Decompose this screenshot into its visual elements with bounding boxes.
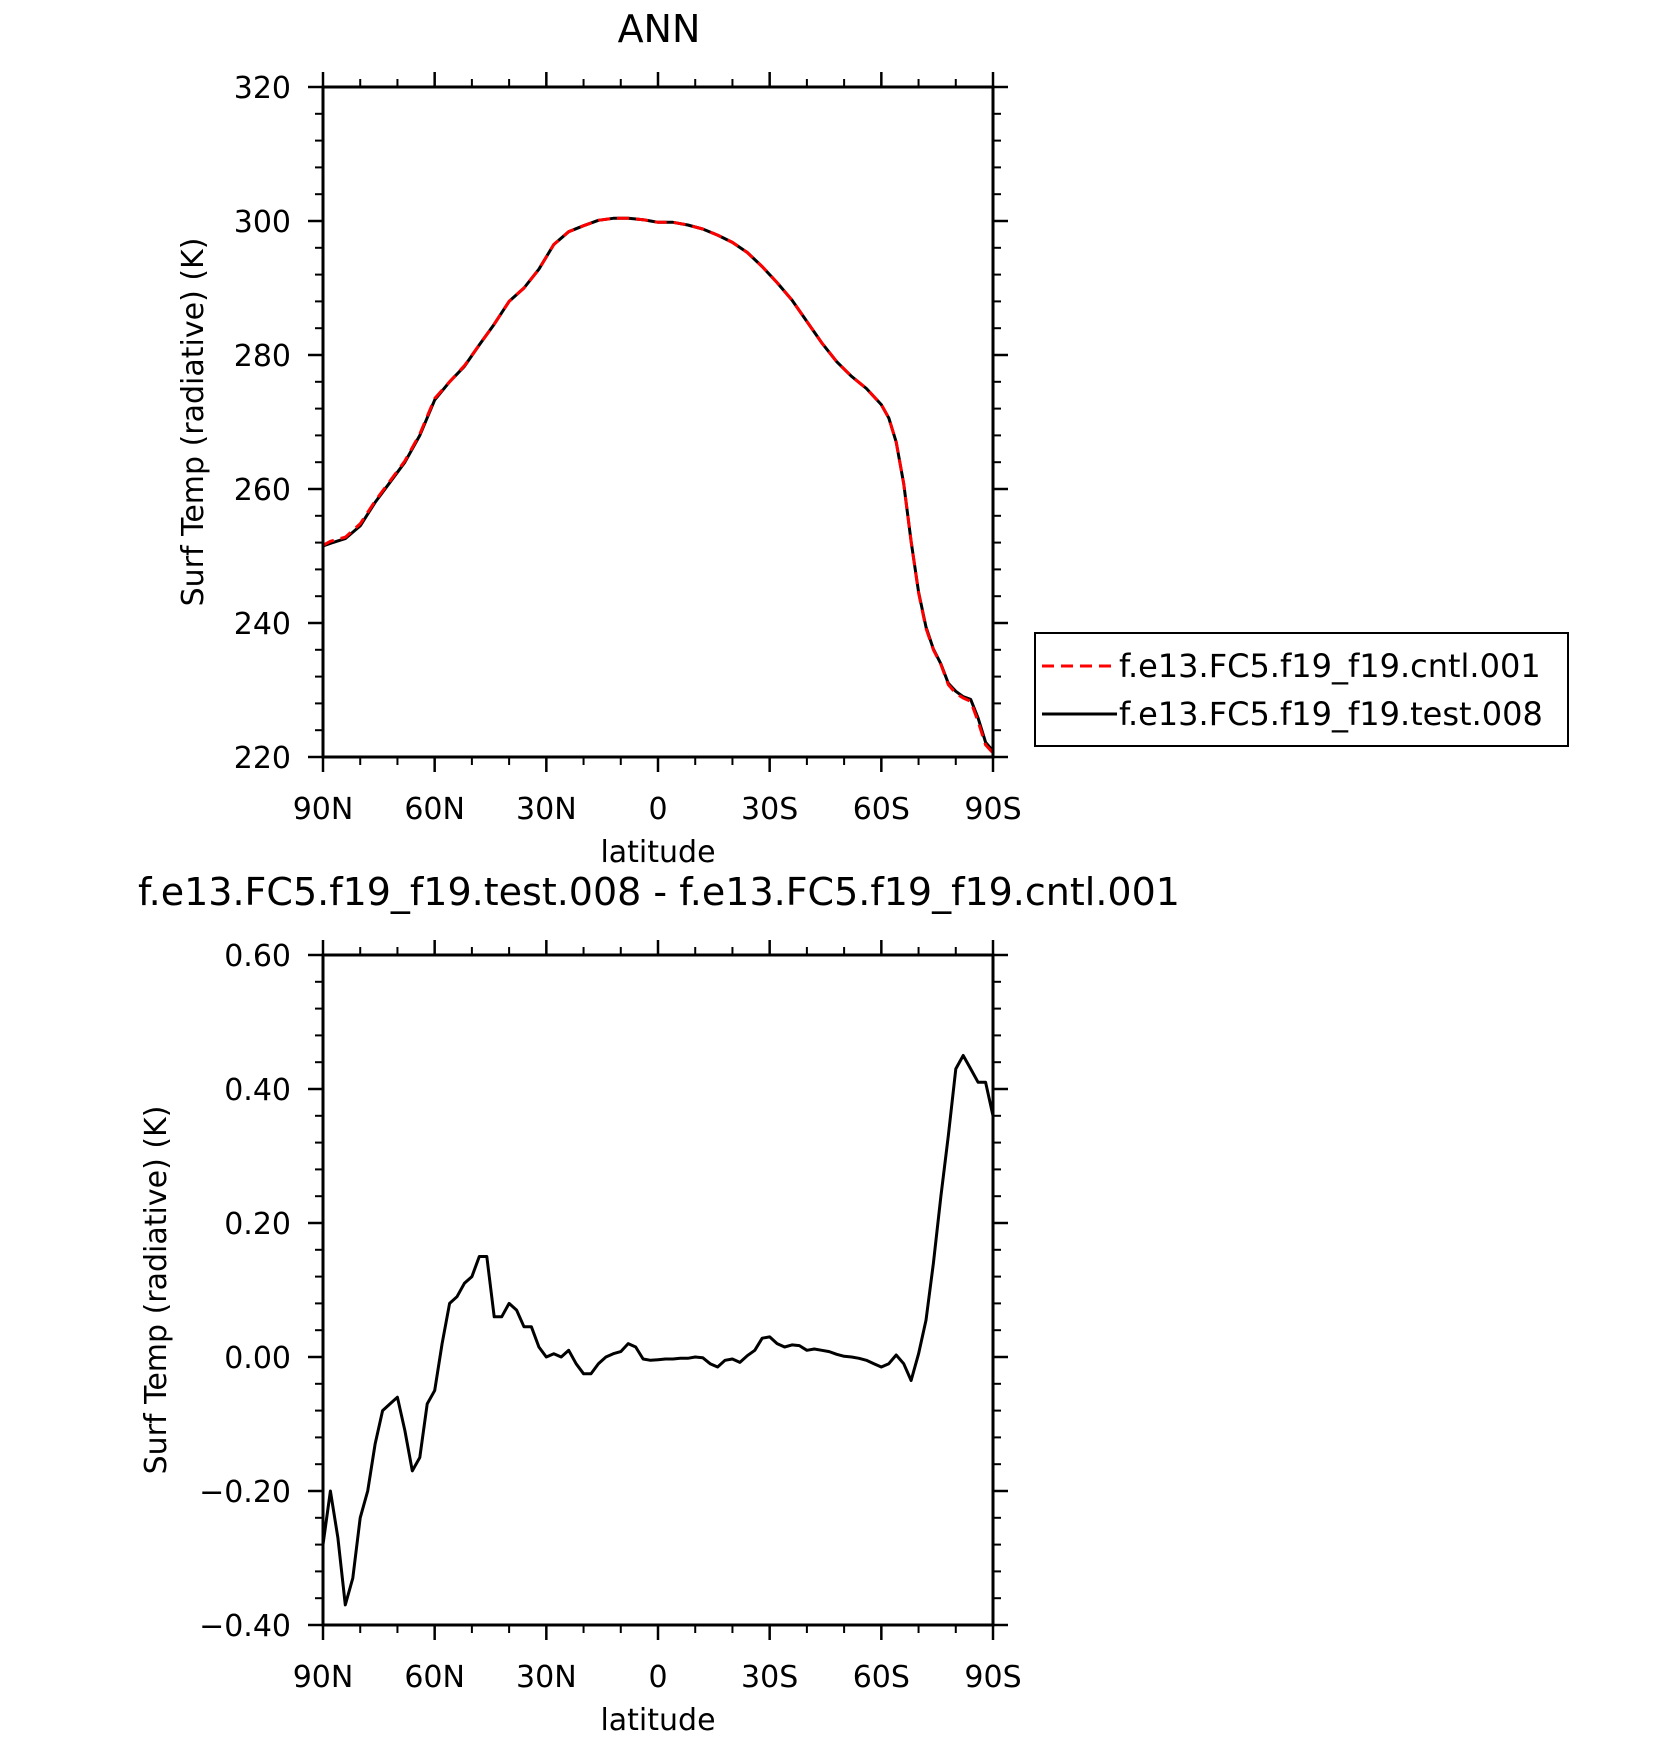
- series-group: [321, 1054, 995, 1607]
- y-tick-label: 0.40: [224, 1073, 291, 1108]
- y-tick-label: 280: [234, 339, 291, 374]
- y-tick-label: 0.20: [224, 1207, 291, 1242]
- x-tick-label: 0: [648, 1660, 667, 1695]
- x-tick-label: 60N: [404, 1660, 465, 1695]
- x-tick-label: 30S: [741, 1660, 798, 1695]
- x-tick-label: 90N: [293, 792, 354, 827]
- series-group: [322, 216, 995, 755]
- x-tick-label: 90S: [964, 1660, 1021, 1695]
- y-tick-label: 240: [234, 607, 291, 642]
- x-tick-label: 90N: [293, 1660, 354, 1695]
- legend-label-cntl: f.e13.FC5.f19_f19.cntl.001: [1119, 647, 1541, 685]
- x-tick-label: 30N: [516, 1660, 577, 1695]
- x-tick-label: 30N: [516, 792, 577, 827]
- tick-labels: 220 240 260 280 300 320 90N 60N 30N 0 30S 60S 90S: [234, 71, 1022, 827]
- legend-box: [1034, 632, 1569, 747]
- series-line-first: [322, 216, 995, 755]
- x-tick-label: 90S: [964, 792, 1021, 827]
- plot-frame: [321, 953, 995, 1627]
- plot-frame: [321, 85, 995, 759]
- y-tick-label: 260: [234, 473, 291, 508]
- y-axis-label: Surf Temp (radiative) (K): [139, 1106, 174, 1475]
- y-axis-label: Surf Temp (radiative) (K): [176, 238, 211, 607]
- x-tick-label: 0: [648, 792, 667, 827]
- x-axis-label: latitude: [600, 835, 715, 870]
- chart-title: f.e13.FC5.f19_f19.test.008 - f.e13.FC5.f…: [138, 870, 1180, 914]
- y-tick-label: 300: [234, 205, 291, 240]
- chart-title: ANN: [618, 7, 701, 51]
- x-tick-label: 60S: [853, 792, 910, 827]
- axis-ticks: [308, 72, 1008, 772]
- tick-labels: −0.40 −0.20 0.00 0.20 0.40 0.60 90N 60N 30N 0 30S 6…: [199, 939, 1022, 1695]
- y-tick-label: 220: [234, 741, 291, 776]
- series-line-second: [322, 216, 995, 752]
- legend-label-test: f.e13.FC5.f19_f19.test.008: [1119, 695, 1543, 733]
- y-tick-label: 320: [234, 71, 291, 106]
- legend: f.e13.FC5.f19_f19.cntl.001 f.e13.FC5.f19…: [1034, 632, 1569, 747]
- x-tick-label: 60N: [404, 792, 465, 827]
- y-tick-label: 0.00: [224, 1341, 291, 1376]
- chart-panel-annual: ANN 220 240 260 280 300 320 90N 60N 30N 0 30S 60S 90…: [176, 7, 1569, 870]
- x-tick-label: 30S: [741, 792, 798, 827]
- series-line-first: [321, 1054, 995, 1607]
- y-tick-label: −0.40: [199, 1609, 291, 1644]
- y-tick-label: −0.20: [199, 1475, 291, 1510]
- x-axis-label: latitude: [600, 1703, 715, 1738]
- y-tick-label: 0.60: [224, 939, 291, 974]
- x-tick-label: 60S: [853, 1660, 910, 1695]
- chart-panel-difference: f.e13.FC5.f19_f19.test.008 - f.e13.FC5.f…: [138, 870, 1180, 1738]
- axis-ticks: [308, 940, 1008, 1640]
